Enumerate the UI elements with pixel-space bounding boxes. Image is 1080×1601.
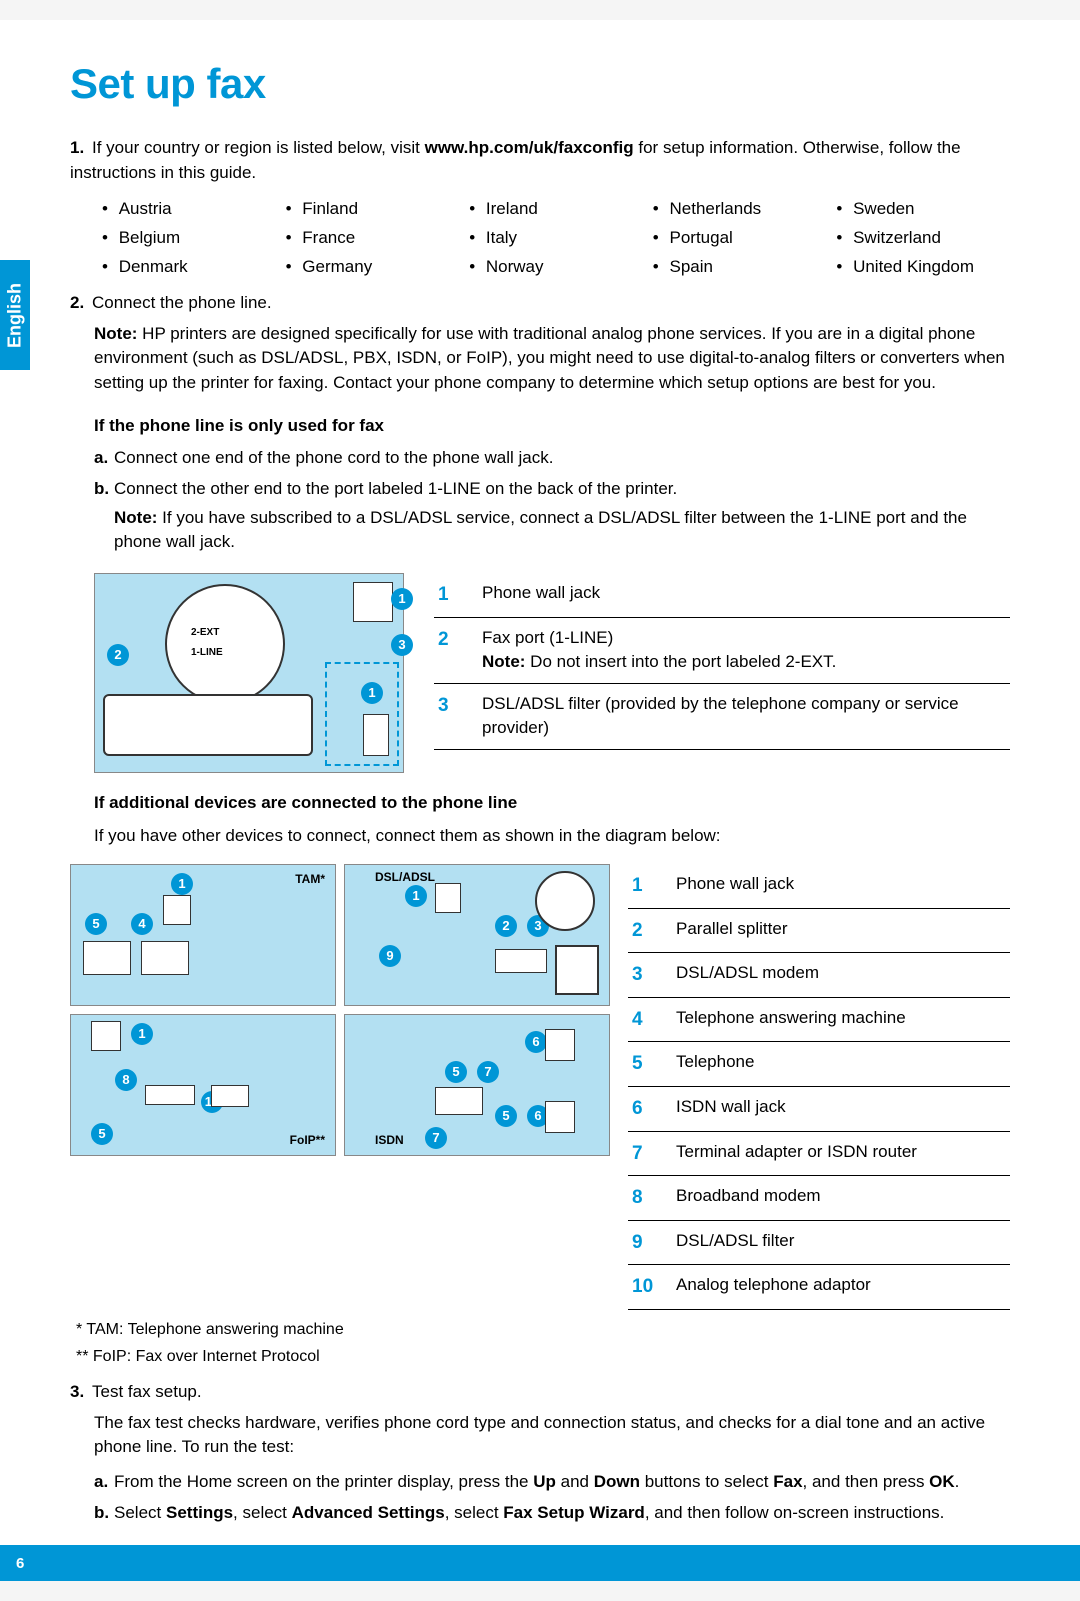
country-item: Denmark (102, 255, 276, 280)
country-item: Spain (653, 255, 827, 280)
country-item: Norway (469, 255, 643, 280)
port-label: 1-LINE (191, 646, 223, 661)
legend-number: 8 (632, 1184, 676, 1212)
document-page: English 6 Set up fax 1.If your country o… (0, 20, 1080, 1581)
page-number-bar: 6 (0, 1545, 1080, 1581)
alpha-label: a. (94, 1470, 114, 1495)
sub-heading-fax-only: If the phone line is only used for fax (94, 414, 1010, 439)
step-number: 2. (70, 291, 92, 316)
country-item: France (286, 226, 460, 251)
step-2: 2.Connect the phone line. Note: HP print… (70, 291, 1010, 1368)
fax-only-legend: 1 Phone wall jack 2 Fax port (1-LINE) No… (434, 573, 1010, 750)
page-title: Set up fax (70, 60, 1010, 108)
diagram-panel-isdn: ISDN 6 5 7 5 6 7 (344, 1014, 610, 1156)
fax-config-url: www.hp.com/uk/faxconfig (425, 138, 634, 157)
language-tab: English (0, 260, 30, 370)
legend-number: 2 (632, 917, 676, 945)
legend-number: 3 (632, 961, 676, 989)
legend-number: 4 (632, 1006, 676, 1034)
diagram-panel-tam: TAM* 1 5 4 (70, 864, 336, 1006)
port-label: 2-EXT (191, 626, 219, 641)
alpha-label: b. (94, 1501, 114, 1526)
legend-number: 1 (438, 581, 482, 609)
step-a-text: Connect one end of the phone cord to the… (114, 448, 553, 467)
sub-heading-additional: If additional devices are connected to t… (94, 791, 1010, 816)
multi-device-diagram: TAM* 1 5 4 DSL/ADSL 1 2 3 9 (70, 864, 610, 1156)
alpha-label: b. (94, 477, 114, 502)
step2-note: Note: HP printers are designed specifica… (70, 322, 1010, 396)
country-item: Sweden (836, 197, 1010, 222)
country-list: Austria Finland Ireland Netherlands Swed… (70, 185, 1010, 291)
step-3: 3.Test fax setup. The fax test checks ha… (70, 1380, 1010, 1525)
legend-text: Telephone answering machine (676, 1006, 1006, 1034)
fax-only-steps: a.Connect one end of the phone cord to t… (70, 446, 1010, 555)
step1-text-a: If your country or region is listed belo… (92, 138, 425, 157)
note-text: HP printers are designed specifically fo… (94, 324, 1005, 392)
diagram-footnotes: * TAM: Telephone answering machine ** Fo… (70, 1318, 1010, 1368)
fax-only-diagram: 1 3 2 1 2-EXT 1-LINE (94, 573, 404, 773)
step3-substeps: a.From the Home screen on the printer di… (70, 1470, 1010, 1525)
legend-number: 5 (632, 1050, 676, 1078)
sub2-intro: If you have other devices to connect, co… (70, 824, 1010, 849)
country-item: Finland (286, 197, 460, 222)
country-item: Netherlands (653, 197, 827, 222)
step3-desc: The fax test checks hardware, verifies p… (70, 1411, 1010, 1460)
legend-text: ISDN wall jack (676, 1095, 1006, 1123)
legend-text: Parallel splitter (676, 917, 1006, 945)
legend-number: 6 (632, 1095, 676, 1123)
legend-text: Terminal adapter or ISDN router (676, 1140, 1006, 1168)
multi-device-legend: 1Phone wall jack 2Parallel splitter 3DSL… (628, 864, 1010, 1309)
legend-text: Phone wall jack (676, 872, 1006, 900)
legend-text: Telephone (676, 1050, 1006, 1078)
country-item: Portugal (653, 226, 827, 251)
alpha-label: a. (94, 446, 114, 471)
step3-a: a.From the Home screen on the printer di… (94, 1470, 1010, 1495)
step-number: 1. (70, 136, 92, 161)
country-item: Germany (286, 255, 460, 280)
legend-number: 9 (632, 1229, 676, 1257)
country-item: Austria (102, 197, 276, 222)
legend-number: 3 (438, 692, 482, 741)
note-text: Do not insert into the port labeled 2-EX… (525, 652, 836, 671)
country-item: Belgium (102, 226, 276, 251)
country-item: Switzerland (836, 226, 1010, 251)
country-item: Ireland (469, 197, 643, 222)
note-label: Note: (114, 508, 157, 527)
step-b-note: Note: If you have subscribed to a DSL/AD… (94, 506, 1010, 555)
legend-number: 10 (632, 1273, 676, 1301)
content-body: 1.If your country or region is listed be… (70, 136, 1010, 1525)
country-item: United Kingdom (836, 255, 1010, 280)
step2-text: Connect the phone line. (92, 293, 272, 312)
legend-text: Analog telephone adaptor (676, 1273, 1006, 1301)
legend-number: 7 (632, 1140, 676, 1168)
step3-text: Test fax setup. (92, 1382, 202, 1401)
legend-text: Fax port (1-LINE) Note: Do not insert in… (482, 626, 1006, 675)
legend-text: DSL/ADSL modem (676, 961, 1006, 989)
step-number: 3. (70, 1380, 92, 1405)
legend-text: Broadband modem (676, 1184, 1006, 1212)
step-1: 1.If your country or region is listed be… (70, 136, 1010, 291)
country-item: Italy (469, 226, 643, 251)
note-label: Note: (94, 324, 137, 343)
note-text: If you have subscribed to a DSL/ADSL ser… (114, 508, 967, 552)
legend-text: DSL/ADSL filter (676, 1229, 1006, 1257)
legend-number: 1 (632, 872, 676, 900)
note-label: Note: (482, 652, 525, 671)
step3-b: b.Select Settings, select Advanced Setti… (94, 1501, 1010, 1526)
diagram-panel-foip: FoIP** 1 8 10 5 (70, 1014, 336, 1156)
step-b-text: Connect the other end to the port labele… (114, 479, 677, 498)
legend-text: Phone wall jack (482, 581, 1006, 609)
footnote-foip: ** FoIP: Fax over Internet Protocol (76, 1345, 1010, 1368)
diagram-panel-dsl: DSL/ADSL 1 2 3 9 (344, 864, 610, 1006)
footnote-tam: * TAM: Telephone answering machine (76, 1318, 1010, 1341)
legend-number: 2 (438, 626, 482, 675)
legend-text: DSL/ADSL filter (provided by the telepho… (482, 692, 1006, 741)
